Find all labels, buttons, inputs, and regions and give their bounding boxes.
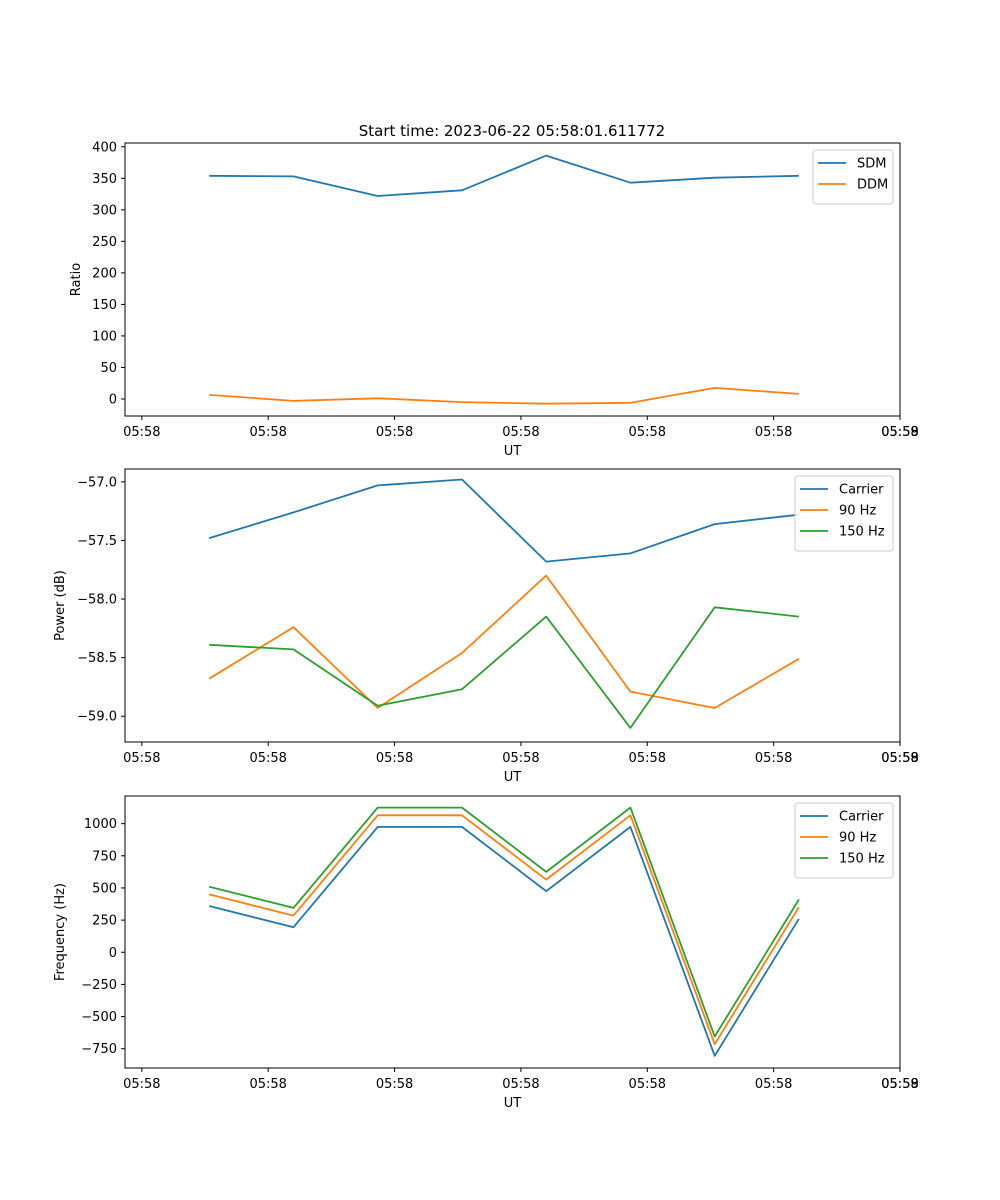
x-axis-label: UT (504, 444, 522, 459)
y-tick-label: 100 (92, 329, 117, 344)
x-tick-label: 05:58 (123, 1077, 160, 1092)
x-tick-label: 05:58 (502, 751, 539, 766)
x-tick-label: 05:58 (123, 425, 160, 440)
y-tick-label: −58.5 (77, 651, 117, 666)
subplot-1: 05:58 05:58 05:58 05:58 05:58 05:58 05:5805:59… (69, 140, 919, 459)
y-tick-label: −500 (81, 1010, 117, 1025)
x-tick-label: 05:58 (249, 751, 286, 766)
y-tick-label: 0 (109, 392, 117, 407)
legend-label: 150 Hz (839, 525, 885, 540)
series-line-150-hz (209, 606, 799, 729)
y-tick-label: −59.0 (77, 710, 117, 725)
x-tick-label: 05:58 (755, 751, 792, 766)
legend: Carrier 90 Hz 150 Hz (794, 475, 894, 552)
y-tick-label: 200 (92, 266, 117, 281)
y-tick-label: −750 (81, 1042, 117, 1057)
series-line-carrier (208, 826, 800, 1057)
series-line-carrier (208, 478, 799, 563)
y-axis-label: Ratio (69, 263, 84, 296)
x-tick-label: 05:58 (881, 425, 918, 440)
x-tick-label: 05:58 (249, 1077, 286, 1092)
y-tick-label: −250 (81, 978, 117, 993)
y-tick-label: 400 (92, 140, 117, 155)
legend-label: 150 Hz (839, 852, 885, 867)
legend: SDM DDM (812, 149, 894, 205)
x-tick-label: 05:59 (881, 1077, 918, 1092)
x-axis-label: UT (504, 1096, 522, 1111)
subplot-2: 05:58 05:58 05:58 05:58 05:58 05:58 05:5805:59… (53, 468, 919, 785)
y-tick-label: 300 (92, 203, 117, 218)
x-tick-label: 05:58 (502, 1077, 539, 1092)
x-tick-label: 05:58 (123, 751, 160, 766)
legend-label: SDM (857, 157, 886, 172)
x-tick-label: 05:58 (629, 1077, 666, 1092)
y-tick-label: 0 (109, 946, 117, 961)
y-tick-label: 250 (92, 914, 117, 929)
x-tick-label: 05:58 (629, 751, 666, 766)
y-tick-label: −58.0 (77, 593, 117, 608)
y-axis-label: Frequency (Hz) (53, 883, 68, 981)
axes-frame (124, 142, 901, 417)
x-tick-label: 05:58 (376, 1077, 413, 1092)
x-axis-label: UT (504, 770, 522, 785)
y-tick-label: 1000 (84, 817, 117, 832)
legend-label: Carrier (839, 810, 884, 825)
figure-title: Start time: 2023-06-22 05:58:01.611772 (359, 122, 665, 140)
series-line-90-hz (208, 574, 800, 709)
y-tick-label: 500 (92, 881, 117, 896)
x-tick-label: 05:59 (881, 425, 918, 440)
x-tick-label: 05:58 (881, 751, 918, 766)
legend-label: Carrier (839, 483, 884, 498)
y-tick-label: −57.0 (77, 475, 117, 490)
x-tick-label: 05:58 (376, 425, 413, 440)
y-axis-label: Power (dB) (53, 570, 68, 641)
legend-box (794, 802, 894, 879)
legend-label: DDM (857, 178, 888, 193)
y-tick-label: 350 (92, 172, 117, 187)
y-tick-label: 250 (92, 235, 117, 250)
x-tick-label: 05:58 (376, 751, 413, 766)
y-tick-label: −57.5 (77, 534, 117, 549)
x-tick-label: 05:58 (881, 1077, 918, 1092)
x-tick-label: 05:58 (755, 425, 792, 440)
y-tick-label: 150 (92, 298, 117, 313)
legend: Carrier 90 Hz 150 Hz (794, 802, 894, 879)
legend-box (794, 475, 894, 552)
series-line-ddm (209, 386, 799, 405)
x-tick-label: 05:58 (502, 425, 539, 440)
subplot-3: 05:58 05:58 05:58 05:58 05:58 05:58 05:5805:59… (53, 795, 919, 1111)
x-tick-label: 05:58 (629, 425, 666, 440)
x-tick-label: 05:59 (881, 751, 918, 766)
series-line-90-hz (208, 814, 800, 1046)
axes-frame (124, 795, 901, 1069)
series-line-150-hz (208, 806, 800, 1038)
legend-label: 90 Hz (839, 504, 876, 519)
x-tick-label: 05:58 (755, 1077, 792, 1092)
y-tick-label: 50 (100, 361, 117, 376)
axes-frame (124, 468, 901, 743)
legend-label: 90 Hz (839, 831, 876, 846)
y-tick-label: 750 (92, 849, 117, 864)
series-line-sdm (209, 154, 799, 197)
x-tick-label: 05:58 (249, 425, 286, 440)
